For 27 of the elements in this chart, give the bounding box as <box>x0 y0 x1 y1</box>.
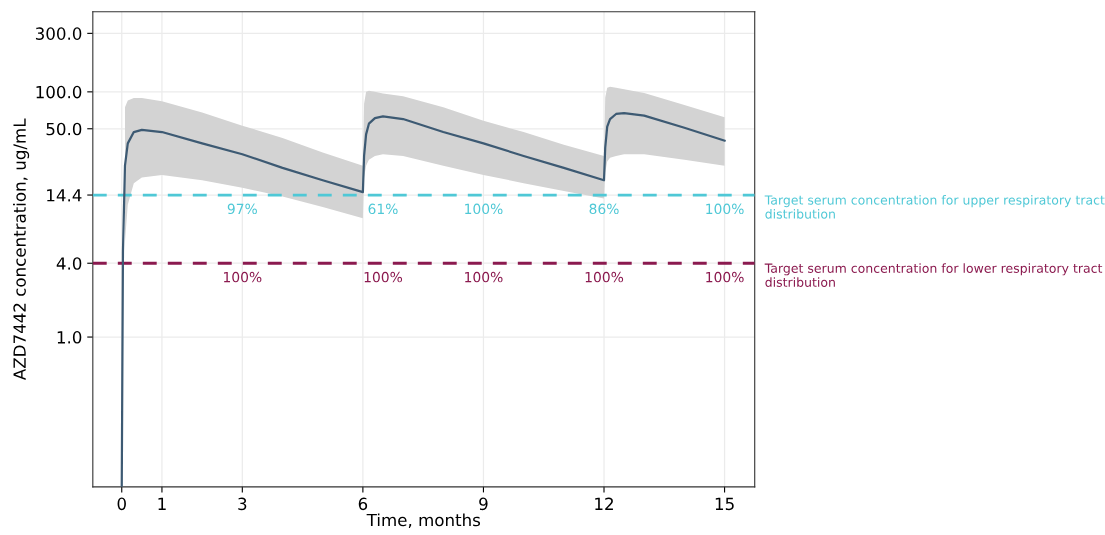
x-tick-label: 15 <box>715 497 734 511</box>
y-tick-label: 100.0 <box>36 85 82 99</box>
annotation: 61% <box>368 203 398 215</box>
y-tick-label: 14.4 <box>47 189 82 202</box>
x-tick-label: 12 <box>595 497 613 510</box>
y-tick-label: 4.0 <box>56 257 82 270</box>
y-axis-title: AZD7442 concentration, ug/mL <box>13 118 30 381</box>
annotation: 100% <box>223 271 262 283</box>
y-tick-label: 1.0 <box>57 331 82 344</box>
ref-line-label: Target serum concentration for upper respiratory tract distribution <box>764 195 1105 219</box>
annotation: 100% <box>364 271 403 283</box>
annotation: 100% <box>465 203 503 215</box>
y-tick-label: 300.0 <box>35 27 82 40</box>
annotation: 100% <box>706 271 744 283</box>
annotation: 100% <box>465 271 503 283</box>
x-tick-label: 0 <box>117 497 126 511</box>
annotation: 97% <box>227 203 257 215</box>
x-tick-label: 6 <box>358 497 368 511</box>
x-axis-title: Time, months <box>366 513 481 528</box>
x-tick-label: 1 <box>158 497 166 510</box>
annotation: 100% <box>585 271 624 283</box>
annotation: 86% <box>589 203 619 215</box>
y-tick-label: 50.0 <box>46 122 82 136</box>
x-tick-label: 3 <box>238 497 247 511</box>
x-tick-label: 9 <box>479 497 488 511</box>
ref-line-label: Target serum concentration for lower respiratory tract distribution <box>764 263 1103 287</box>
annotation: 100% <box>706 203 744 215</box>
